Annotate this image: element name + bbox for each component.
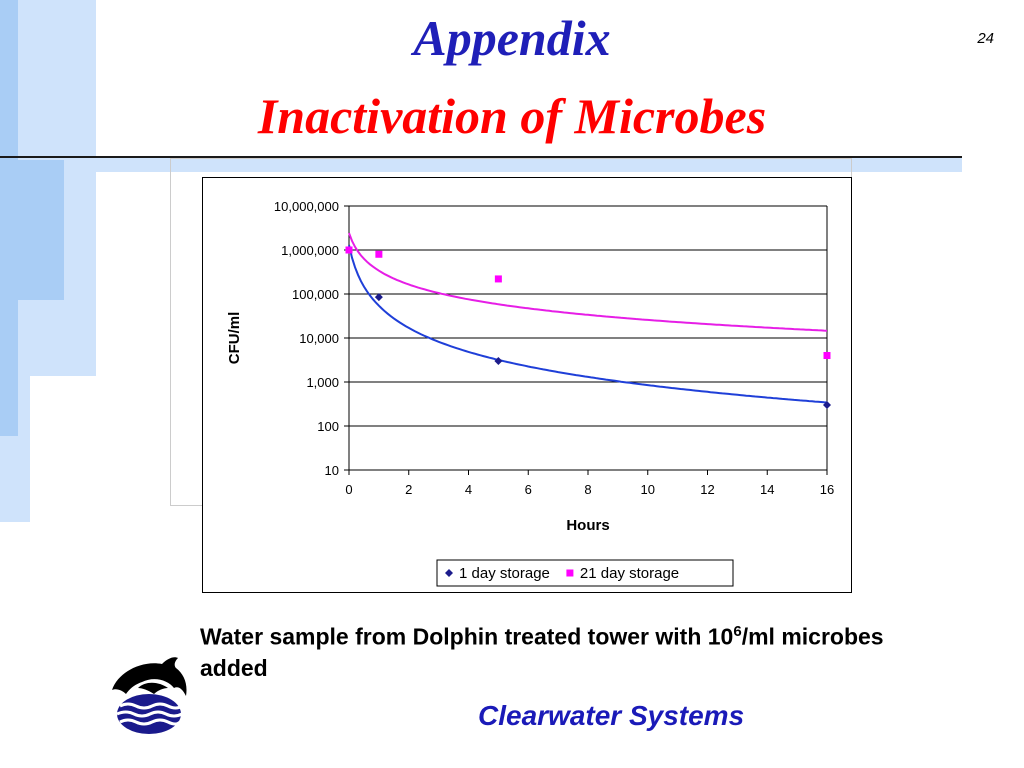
x-axis-label: Hours bbox=[566, 517, 609, 534]
y-tick-label: 100,000 bbox=[292, 287, 339, 302]
x-tick-label: 0 bbox=[345, 482, 352, 497]
trendline-0 bbox=[348, 244, 828, 404]
caption-text-end: /ml microbes added bbox=[200, 623, 884, 681]
legend-marker-square bbox=[566, 569, 574, 577]
y-axis-label: CFU/ml bbox=[226, 312, 243, 365]
data-point-square bbox=[823, 352, 831, 360]
x-tick-label: 12 bbox=[700, 482, 714, 497]
x-tick-label: 14 bbox=[760, 482, 774, 497]
brand-name: Clearwater Systems bbox=[478, 700, 745, 731]
data-point-square bbox=[375, 250, 383, 258]
slide-subtitle: Inactivation of Microbes bbox=[257, 88, 767, 144]
chart-svg: 101001,00010,000100,0001,000,00010,000,0… bbox=[226, 199, 834, 587]
chart-frame: 10 100 1,000 10,000 100,000 1,000,000 10,000,0… bbox=[202, 177, 852, 593]
y-tick-label: 1,000,000 bbox=[281, 243, 339, 258]
x-tick-label: 2 bbox=[405, 482, 412, 497]
x-tick-label: 8 bbox=[584, 482, 591, 497]
data-point-diamond bbox=[494, 357, 503, 366]
x-tick-label: 6 bbox=[525, 482, 532, 497]
legend-box bbox=[436, 559, 734, 587]
dolphin-waves-icon bbox=[112, 657, 187, 734]
x-tick-label: 4 bbox=[465, 482, 472, 497]
title-divider bbox=[0, 156, 962, 158]
slide-title: Appendix bbox=[413, 10, 611, 66]
legend-marker-diamond bbox=[445, 569, 453, 577]
y-tick-label: 10,000 bbox=[299, 331, 339, 346]
caption-superscript: 6 bbox=[733, 623, 742, 640]
legend-label: 21 day storage bbox=[580, 565, 679, 582]
data-point-square bbox=[345, 246, 353, 254]
y-tick-label: 10,000,000 bbox=[274, 199, 339, 214]
data-point-diamond bbox=[374, 293, 383, 302]
data-point-square bbox=[494, 275, 502, 283]
x-tick-label: 10 bbox=[641, 482, 655, 497]
y-tick-label: 10 bbox=[325, 463, 339, 478]
x-tick-label: 16 bbox=[820, 482, 834, 497]
y-tick-label: 1,000 bbox=[306, 375, 339, 390]
decor-block bbox=[6, 160, 64, 300]
decor-block bbox=[96, 158, 962, 172]
caption: Water sample from Dolphin treated tower … bbox=[200, 616, 940, 684]
legend-label: 1 day storage bbox=[459, 565, 550, 582]
data-point-diamond bbox=[823, 401, 831, 410]
page-number: 24 bbox=[977, 30, 994, 47]
trendline-1 bbox=[348, 232, 828, 332]
caption-text: Water sample from Dolphin treated tower … bbox=[200, 623, 734, 650]
y-tick-label: 100 bbox=[317, 419, 339, 434]
